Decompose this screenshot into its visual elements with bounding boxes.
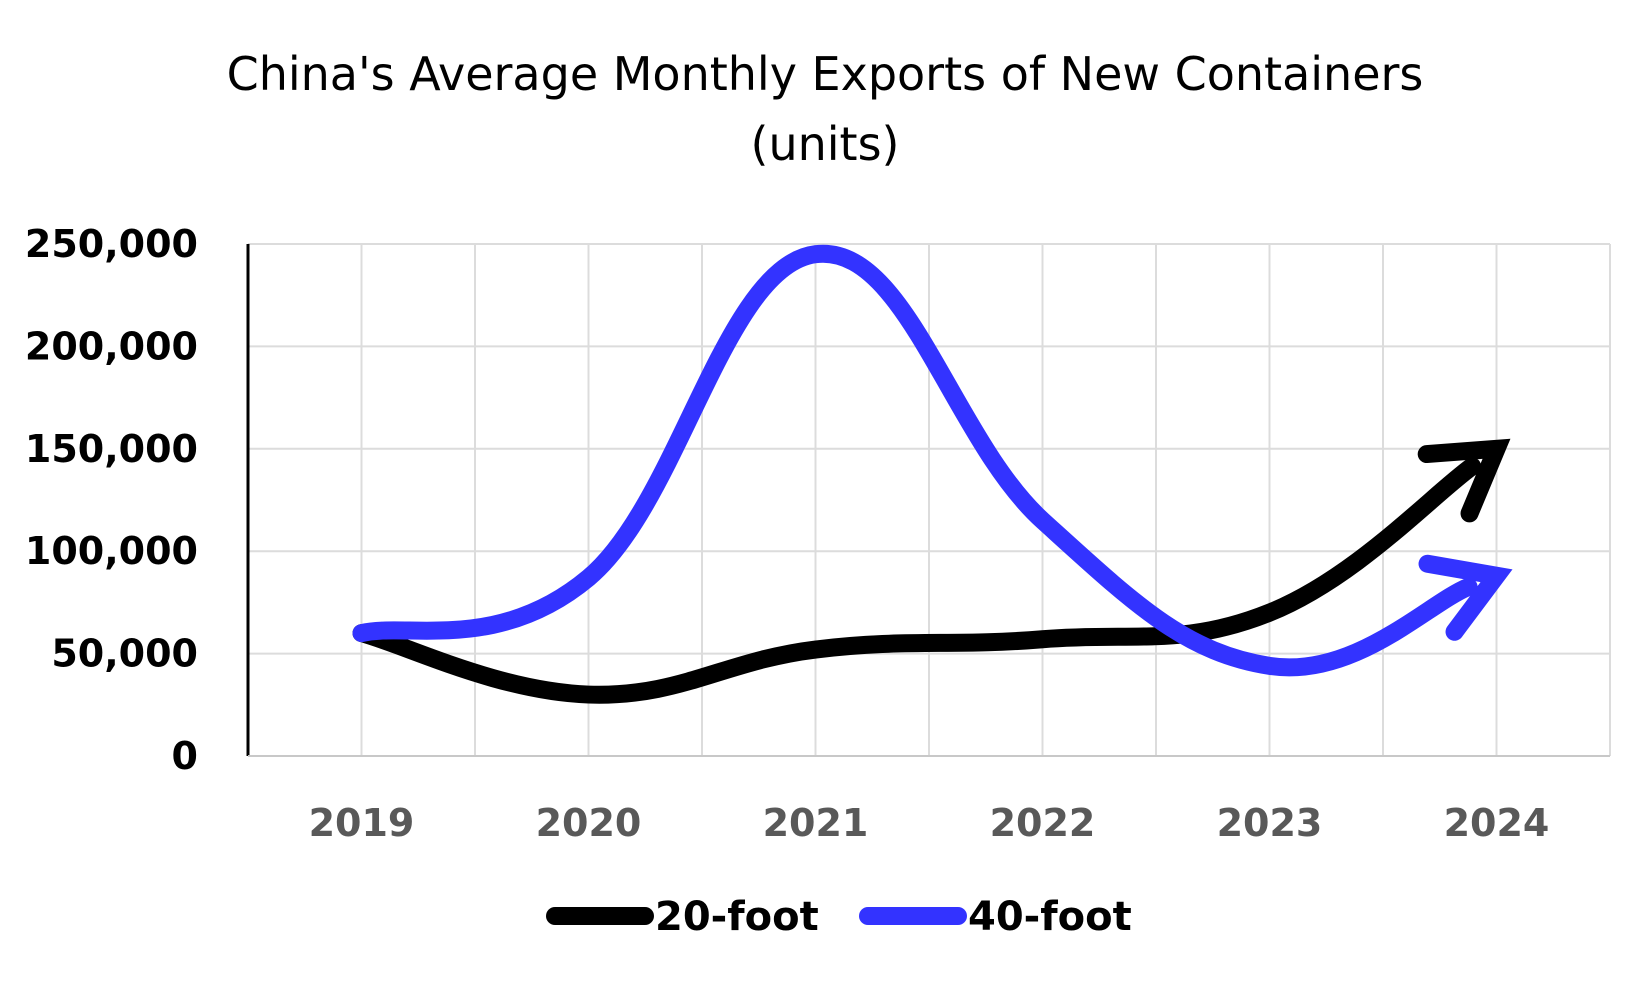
legend-label-20-foot: 20-foot [655,894,819,940]
series-arrowhead-40-foot [1418,554,1513,641]
chart-title: China's Average Monthly Exports of New C… [227,47,1424,101]
x-tick-label: 2020 [536,801,642,845]
series-line-40-foot [352,244,1478,677]
series-line-20-foot [352,457,1482,704]
x-tick-label: 2022 [990,801,1096,845]
grid [248,243,1611,756]
y-tick-label: 200,000 [25,324,198,368]
y-tick-label: 150,000 [25,427,198,471]
y-tick-label: 250,000 [25,222,198,266]
series [352,244,1513,704]
y-tick-label: 50,000 [51,632,198,676]
x-tick-label: 2021 [763,801,869,845]
x-tick-label: 2024 [1444,801,1550,845]
x-tick-label: 2019 [309,801,415,845]
chart-subtitle: (units) [751,117,900,171]
series-arrowhead-20-foot [1417,438,1511,523]
axes [246,244,1610,757]
legend-label-40-foot: 40-foot [968,894,1132,940]
y-tick-label: 0 [172,734,198,778]
legend: 20-foot 40-foot [546,894,1132,940]
tick-labels: 0 50,000 100,000 150,000 200,000 250,000 2019 2… [25,222,1549,845]
y-tick-label: 100,000 [25,529,198,573]
x-tick-label: 2023 [1217,801,1323,845]
